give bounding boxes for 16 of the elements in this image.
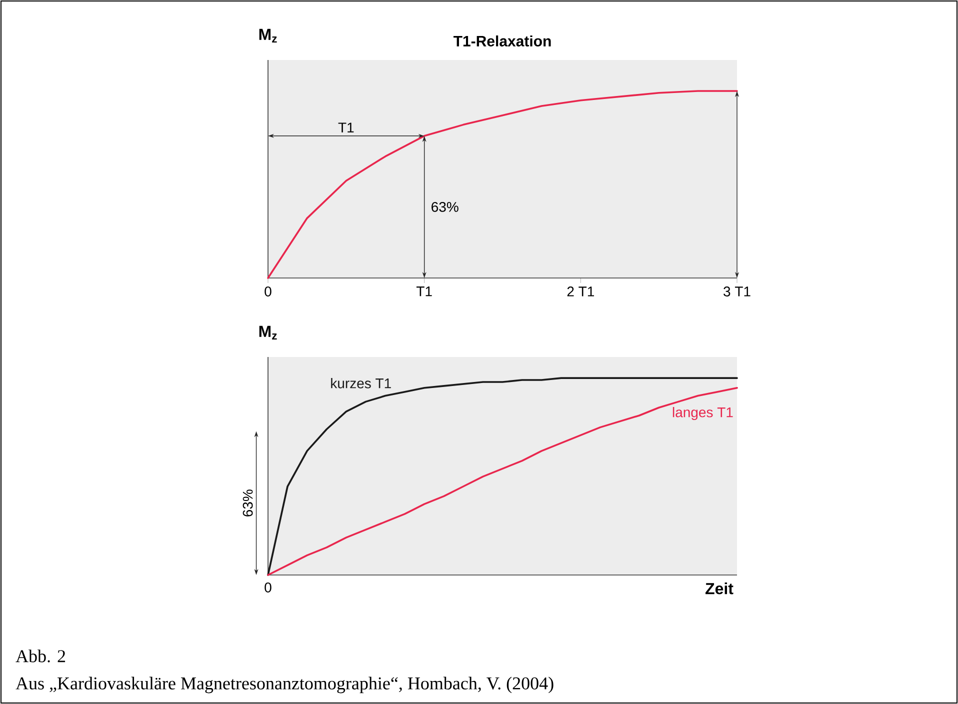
x-tick-label: 3 T1 — [724, 286, 750, 296]
y-axis-title: M$_{z}$ — [259, 28, 277, 42]
annotation: 63% — [432, 202, 458, 212]
text: 0 — [264, 582, 272, 592]
x-tick-label: 0 — [264, 286, 272, 296]
x-tick-label: 2 T1 — [567, 286, 594, 296]
x-tick-label: T1 — [416, 286, 432, 296]
annotation: T1 — [338, 122, 354, 132]
series-label: kurzes T1 — [331, 378, 391, 388]
text: 63% — [242, 490, 253, 516]
y-axis-title: M$_{z}$ — [259, 326, 277, 340]
caption: Abb. 2 — [16, 650, 66, 662]
text: Aus „Kardiovaskuläre Magnetresonanztomographie“, Hombach, V. (2004) — [16, 676, 554, 694]
chart-title: T1-Relaxation — [454, 35, 551, 46]
series-label: langes T1 — [672, 406, 733, 420]
x-axis-title: Zeit — [706, 582, 734, 594]
